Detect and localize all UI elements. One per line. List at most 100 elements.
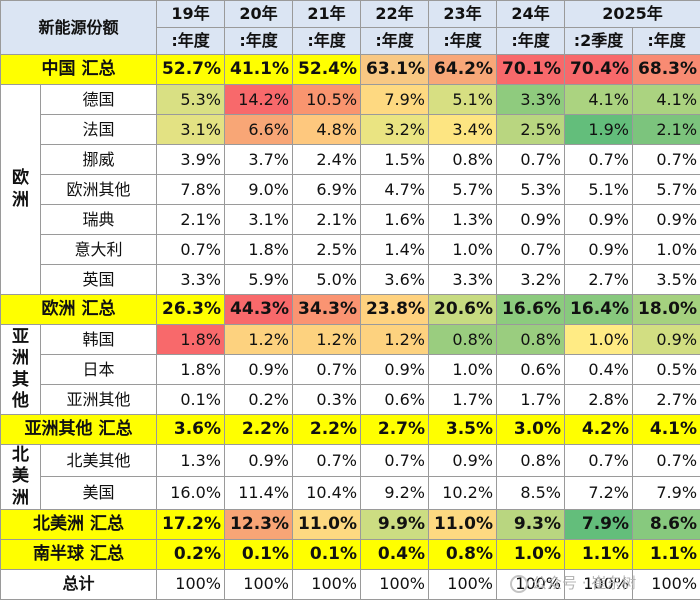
share-value: 100% [564, 568, 634, 600]
country-name: 韩国 [39, 324, 158, 355]
share-value: 1.0% [564, 324, 634, 355]
table-row: 欧洲德国 5.3% 14.2% 10.5% 7.9% 5.1% 3.3% 4.1% 4.1% [0, 84, 700, 295]
share-value: 2.1% [632, 114, 700, 145]
table-row: 挪威 3.9% 3.7% 2.4% 1.5% 0.8% 0.7% 0.7% 0.7% [1, 144, 700, 175]
share-value: 0.9% [564, 234, 634, 265]
share-value: 2.8% [564, 384, 634, 415]
country-name: 美国 [39, 476, 158, 510]
subtotal-label: 亚洲其他 汇总 [0, 414, 158, 445]
share-value: 16.0% [156, 476, 226, 510]
share-value: 9.3% [496, 508, 566, 540]
share-value: 7.9% [360, 84, 430, 115]
share-value: 10.4% [292, 476, 362, 510]
share-value: 8.6% [632, 508, 700, 540]
share-value: 5.1% [564, 174, 634, 205]
share-value: 100% [428, 568, 498, 600]
share-value: 68.3% [632, 54, 700, 85]
share-value: 1.8% [156, 354, 226, 385]
country-name: 欧洲其他 [39, 174, 158, 205]
share-value: 3.1% [224, 204, 294, 235]
share-value: 7.2% [564, 476, 634, 510]
country-name: 法国 [39, 114, 158, 145]
year-header: 20年 [224, 0, 294, 28]
country-name: 瑞典 [39, 204, 158, 235]
period-header: :年度 [428, 27, 498, 55]
table-row: 亚洲其他韩国 1.8% 1.2% 1.2% 1.2% 0.8% 0.8% 1.0% 0.9% [0, 324, 700, 415]
share-value: 4.1% [632, 84, 700, 115]
share-value: 6.6% [224, 114, 294, 145]
share-value: 1.2% [360, 324, 430, 355]
share-value: 10.2% [428, 476, 498, 510]
share-value: 3.6% [156, 414, 226, 445]
share-value: 0.9% [496, 204, 566, 235]
share-value: 0.4% [564, 354, 634, 385]
country-name: 挪威 [39, 144, 158, 175]
share-value: 5.1% [428, 84, 498, 115]
share-value: 0.8% [496, 443, 566, 478]
table-row: 美国 16.0% 11.4% 10.4% 9.2% 10.2% 8.5% 7.2% 7.9% [1, 476, 700, 510]
share-value: 0.7% [496, 234, 566, 265]
share-value: 18.0% [632, 294, 700, 325]
share-value: 1.7% [428, 384, 498, 415]
share-value: 3.2% [496, 264, 566, 295]
share-value: 20.6% [428, 294, 498, 325]
header-row-periods: :年度 :年度 :年度 :年度 :年度 :年度 :2季度 :年度 [1, 27, 700, 55]
share-value: 4.1% [564, 84, 634, 115]
table-body: 中国 汇总 52.7% 41.1% 52.4% 63.1% 64.2% 70.1% 70.4%… [0, 54, 700, 600]
share-value: 1.0% [632, 234, 700, 265]
subtotal-row: 亚洲其他 汇总 3.6% 2.2% 2.2% 2.7% 3.5% 3.0% 4.2% 4.1% [0, 414, 700, 445]
year-header: 19年 [156, 0, 226, 28]
subtotal-label: 中国 汇总 [0, 54, 158, 85]
share-value: 0.8% [428, 144, 498, 175]
header-row-years: 新能源份额 19年 20年 21年 22年 23年 24年 2025年 [0, 0, 700, 55]
share-value: 44.3% [224, 294, 294, 325]
share-value: 3.0% [496, 414, 566, 445]
share-value: 41.1% [224, 54, 294, 85]
share-value: 7.9% [564, 508, 634, 540]
share-value: 16.4% [564, 294, 634, 325]
share-value: 3.3% [496, 84, 566, 115]
grand-total-label: 总计 [0, 568, 158, 600]
share-value: 0.1% [156, 384, 226, 415]
period-header: :年度 [156, 27, 226, 55]
period-header: :年度 [632, 27, 700, 55]
share-value: 3.3% [428, 264, 498, 295]
share-value: 7.9% [632, 476, 700, 510]
share-value: 0.7% [564, 443, 634, 478]
region-label: 欧洲 [0, 84, 41, 295]
share-value: 1.4% [360, 234, 430, 265]
share-value: 1.3% [156, 443, 226, 478]
watermark: 公众号 · 崔东树 [510, 572, 636, 593]
share-value: 10.5% [292, 84, 362, 115]
share-value: 2.5% [496, 114, 566, 145]
share-value: 1.2% [292, 324, 362, 355]
grand-total-row: 总计 100% 100% 100% 100% 100% 100% 100% 100% [0, 568, 700, 600]
share-value: 17.2% [156, 508, 226, 540]
table-row: 亚洲其他 0.1% 0.2% 0.3% 0.6% 1.7% 1.7% 2.8% 2.7% [1, 384, 700, 415]
region-label: 北美洲 [0, 444, 41, 510]
share-value: 1.9% [564, 114, 634, 145]
share-value: 14.2% [224, 84, 294, 115]
share-value: 3.4% [428, 114, 498, 145]
share-value: 3.9% [156, 144, 226, 175]
share-value: 3.6% [360, 264, 430, 295]
year-header: 24年 [496, 0, 566, 28]
table-row: 法国 3.1% 6.6% 4.8% 3.2% 3.4% 2.5% 1.9% 2.1% [1, 114, 700, 145]
share-value: 1.8% [156, 324, 226, 355]
share-value: 0.9% [224, 443, 294, 478]
share-value: 2.7% [632, 384, 700, 415]
share-value: 4.7% [360, 174, 430, 205]
share-value: 0.7% [496, 144, 566, 175]
share-value: 0.9% [632, 204, 700, 235]
share-value: 0.7% [564, 144, 634, 175]
share-value: 2.2% [224, 414, 294, 445]
period-header: :年度 [496, 27, 566, 55]
share-value: 1.5% [360, 144, 430, 175]
share-value: 0.3% [292, 384, 362, 415]
country-name: 德国 [39, 84, 158, 115]
share-value: 11.4% [224, 476, 294, 510]
period-header: :2季度 [564, 27, 634, 55]
subtotal-row: 欧洲 汇总 26.3% 44.3% 34.3% 23.8% 20.6% 16.6% 16.4%… [0, 294, 700, 325]
country-name: 意大利 [39, 234, 158, 265]
